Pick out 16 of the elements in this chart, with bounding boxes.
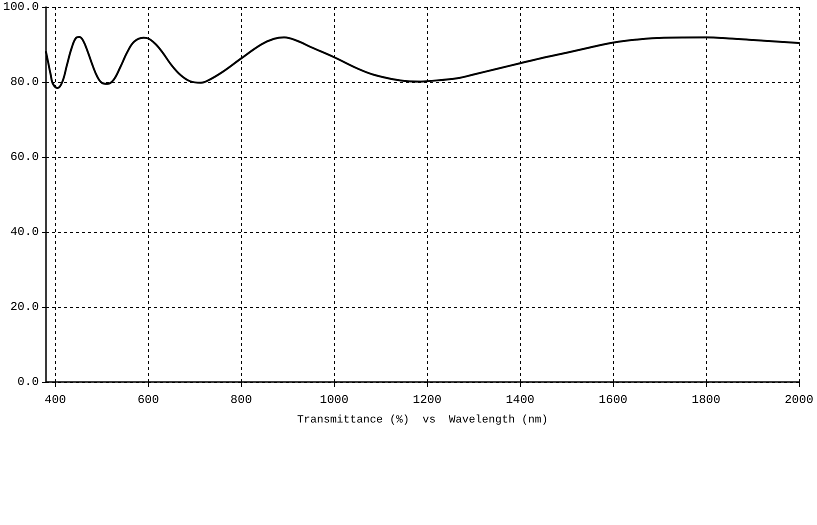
y-tick-label: 60.0 bbox=[10, 150, 40, 164]
y-tick-label: 20.0 bbox=[10, 300, 40, 314]
x-tick-label: 1000 bbox=[320, 393, 349, 407]
y-tick-label: 80.0 bbox=[10, 75, 40, 89]
x-tick-label: 400 bbox=[44, 393, 66, 407]
x-tick-label: 600 bbox=[137, 393, 160, 407]
x-tick-label: 1600 bbox=[598, 393, 628, 407]
x-axis-title: Transmittance (%) vs Wavelength (nm) bbox=[297, 414, 548, 426]
x-tick-label: 1200 bbox=[412, 393, 442, 407]
y-tick-label: 0.0 bbox=[17, 375, 40, 389]
y-tick-label: 100.0 bbox=[2, 0, 40, 14]
x-tick-label: 2000 bbox=[784, 393, 814, 407]
x-tick-label: 800 bbox=[230, 393, 252, 407]
y-tick-label: 40.0 bbox=[10, 225, 40, 239]
x-tick-label: 1400 bbox=[506, 393, 535, 407]
x-tick-label: 1800 bbox=[692, 393, 720, 407]
